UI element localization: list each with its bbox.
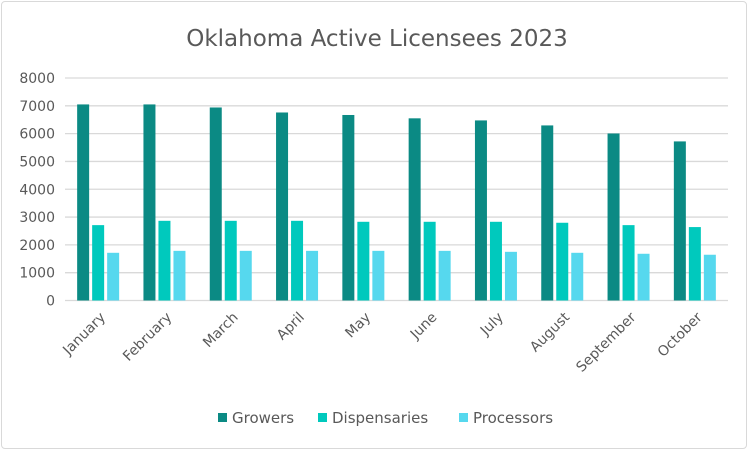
bar-dispensaries-june [423, 221, 436, 301]
y-tick-label: 0 [46, 294, 55, 310]
bar-dispensaries-march [224, 220, 237, 301]
bar-dispensaries-january [92, 225, 105, 301]
bar-processors-august [571, 252, 584, 301]
legend-swatch [459, 413, 468, 422]
y-tick-label: 2000 [19, 238, 55, 254]
y-tick-label: 8000 [19, 71, 55, 87]
x-tick-label: August [527, 309, 573, 355]
bar-growers-april [276, 112, 289, 301]
bar-growers-january [77, 104, 90, 301]
y-tick-label: 1000 [19, 266, 55, 282]
bar-processors-january [107, 252, 120, 301]
bar-growers-july [474, 120, 487, 301]
bar-growers-may [342, 114, 355, 301]
bar-processors-april [306, 250, 319, 301]
legend-label: Processors [473, 409, 553, 427]
x-tick-label: February [120, 310, 175, 365]
x-tick-label: January [59, 310, 109, 360]
bar-growers-march [209, 107, 222, 301]
x-tick-label: September [573, 309, 639, 375]
y-tick-label: 5000 [19, 154, 55, 170]
bar-processors-february [173, 250, 186, 301]
x-tick-label: April [274, 310, 308, 344]
bar-processors-may [372, 250, 385, 301]
bar-processors-june [438, 250, 451, 301]
legend-swatch [218, 413, 227, 422]
bar-processors-march [239, 250, 252, 301]
bar-dispensaries-february [158, 220, 171, 301]
bar-dispensaries-april [291, 220, 304, 301]
bar-dispensaries-may [357, 221, 370, 301]
bar-dispensaries-august [556, 222, 569, 301]
x-tick-label: July [477, 310, 507, 340]
bar-growers-september [607, 133, 620, 301]
bar-growers-october [673, 141, 686, 301]
x-tick-label: June [407, 310, 441, 344]
legend-swatch [318, 413, 327, 422]
bar-growers-august [541, 125, 554, 301]
bar-processors-july [504, 251, 517, 301]
x-tick-label: March [200, 310, 241, 351]
y-tick-label: 6000 [19, 127, 55, 143]
bar-processors-october [703, 254, 716, 301]
bar-processors-september [637, 253, 650, 301]
legend-label: Growers [232, 409, 294, 427]
bar-dispensaries-october [688, 227, 701, 301]
chart-title: Oklahoma Active Licensees 2023 [186, 26, 568, 52]
bar-dispensaries-september [622, 225, 635, 301]
y-tick-label: 7000 [19, 99, 55, 115]
bar-dispensaries-july [489, 221, 502, 301]
y-tick-label: 3000 [19, 210, 55, 226]
legend-label: Dispensaries [332, 409, 428, 427]
bar-growers-june [408, 118, 421, 301]
y-tick-label: 4000 [19, 182, 55, 198]
x-tick-label: October [655, 309, 706, 360]
bar-growers-february [143, 104, 156, 301]
x-tick-label: May [342, 310, 374, 342]
